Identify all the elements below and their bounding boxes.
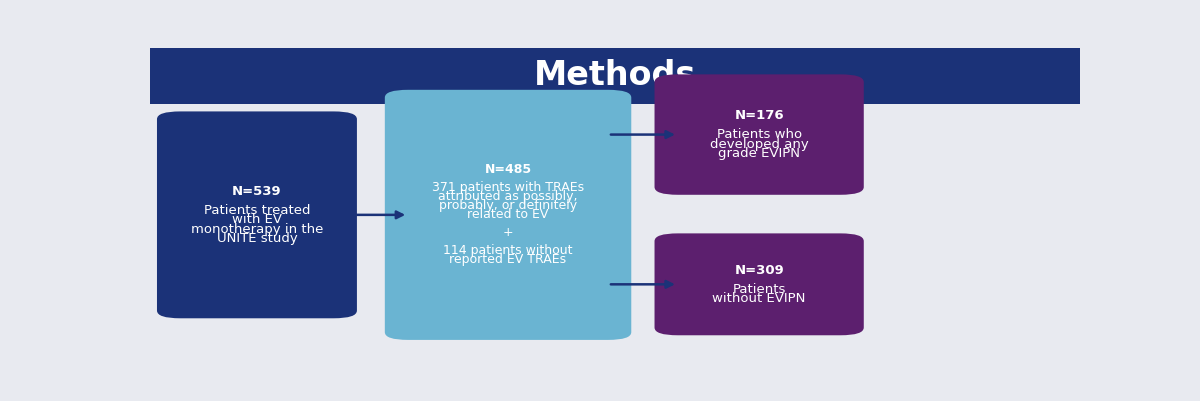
Text: monotherapy in the: monotherapy in the (191, 223, 323, 236)
Text: N=485: N=485 (485, 163, 532, 176)
Text: N=309: N=309 (734, 263, 784, 277)
FancyBboxPatch shape (654, 233, 864, 335)
Text: attributed as possibly,: attributed as possibly, (438, 190, 578, 203)
Text: Patients who: Patients who (716, 128, 802, 141)
Text: with EV: with EV (232, 213, 282, 226)
Text: +: + (503, 227, 514, 239)
Text: developed any: developed any (709, 138, 809, 151)
Text: Patients treated: Patients treated (204, 204, 310, 217)
FancyBboxPatch shape (385, 90, 631, 340)
Text: Methods: Methods (534, 59, 696, 92)
FancyBboxPatch shape (654, 74, 864, 195)
Text: N=176: N=176 (734, 109, 784, 122)
Text: without EVIPN: without EVIPN (713, 292, 806, 305)
Text: reported EV TRAEs: reported EV TRAEs (450, 253, 566, 266)
Text: N=539: N=539 (232, 184, 282, 198)
FancyBboxPatch shape (150, 48, 1080, 104)
FancyBboxPatch shape (157, 111, 356, 318)
Text: related to EV: related to EV (467, 209, 548, 221)
Text: 114 patients without: 114 patients without (443, 244, 572, 257)
Text: Patients: Patients (732, 283, 786, 296)
Text: UNITE study: UNITE study (216, 232, 298, 245)
Text: grade EVIPN: grade EVIPN (718, 147, 800, 160)
Text: probably, or definitely: probably, or definitely (439, 199, 577, 213)
Text: 371 patients with TRAEs: 371 patients with TRAEs (432, 181, 584, 194)
